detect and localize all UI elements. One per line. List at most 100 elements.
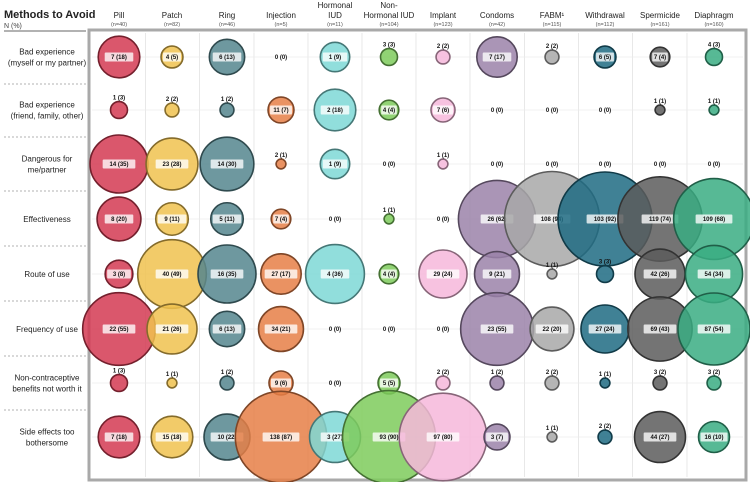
bubble-label: 9 (11) <box>164 217 179 223</box>
method-name-non-hormonal-iud: Non- <box>380 1 398 10</box>
bubble-label: 138 (87) <box>270 435 292 441</box>
bubble-label-bg <box>426 269 460 279</box>
bubbles-layer: 7 (18) 4 (5) 6 (13) 0 (0) 1 (9) 3 (3) 2 (2) 7 (… <box>81 35 750 482</box>
bubble-non-hormonal-iud-effectiveness <box>383 213 395 225</box>
bubble-label-bg <box>155 324 189 334</box>
bubble-label: 119 (74) <box>649 217 671 223</box>
bubble-injection-dangerous-for-me-partner <box>275 158 287 170</box>
bubble-label: 21 (26) <box>162 327 181 333</box>
bubble-label-bg <box>535 324 569 334</box>
bubble-label-bg <box>320 269 350 279</box>
bubble-label: 6 (13) <box>219 55 235 61</box>
bubble-label-bg <box>482 269 512 279</box>
bubble-label: 1 (2) <box>221 370 233 376</box>
bubble-label: 3 (3) <box>383 43 395 49</box>
bubble-label-bg <box>380 378 398 388</box>
bubble-label: 7 (18) <box>111 435 127 441</box>
bubble-label: 1 (1) <box>383 208 395 214</box>
bubble-label: 2 (2) <box>599 424 611 430</box>
bubble-label: 6 (13) <box>219 327 235 333</box>
bubble-fabm-non-contraceptive-benefits-not-worth-it <box>544 375 560 391</box>
bubble-label: 0 (0) <box>599 162 611 168</box>
bubble-label: 7 (6) <box>437 108 449 114</box>
bubble-label-bg <box>697 269 731 279</box>
method-column-headers: Pill (n=40) Patch (n=82) Ring (n=46) Injection… <box>111 1 734 28</box>
bubble-label-bg <box>486 432 508 442</box>
bubble-label-bg <box>322 52 348 62</box>
reason-label-bad-experience-myself-or-my-partner: Bad experience <box>19 48 75 57</box>
bubble-label: 2 (18) <box>327 108 343 114</box>
bubble-label-bg <box>372 432 406 442</box>
method-name-ring: Ring <box>219 11 235 20</box>
bubble-label-bg <box>482 52 512 62</box>
bubble-label-bg <box>270 378 292 388</box>
method-n-injection: (n=5) <box>275 22 288 28</box>
bubble-label: 2 (2) <box>546 44 558 50</box>
bubble-label: 2 (2) <box>546 370 558 376</box>
bubble-label: 4 (4) <box>383 108 395 114</box>
bubble-label-bg <box>104 432 134 442</box>
bubble-label: 5 (5) <box>383 381 395 387</box>
method-name-diaphragm: Diaphragm <box>694 11 733 20</box>
bubble-label-bg <box>155 269 189 279</box>
reason-label-non-contraceptive-benefits-not-worth-it: benefits not worth it <box>12 385 82 394</box>
bubble-label-bg <box>586 214 624 224</box>
bubble-label-bg <box>104 52 134 62</box>
bubble-label: 9 (21) <box>489 272 505 278</box>
method-n-implant: (n=123) <box>433 22 452 28</box>
bubble-label-bg <box>641 214 679 224</box>
method-name-spermicide: Spermicide <box>640 11 681 20</box>
bubble-label-bg <box>643 269 677 279</box>
method-name-fabm: FABM¹ <box>540 11 565 20</box>
bubble-label: 3 (27) <box>327 435 343 441</box>
bubble-ring-bad-experience-friend-family-other <box>219 102 235 118</box>
bubble-label: 6 (5) <box>599 55 611 61</box>
bubble-label: 10 (22) <box>217 435 236 441</box>
bubble-label: 27 (24) <box>595 327 614 333</box>
bubble-label: 1 (9) <box>329 162 341 168</box>
bubble-label: 2 (2) <box>437 44 449 50</box>
method-name-implant: Implant <box>430 11 457 20</box>
bubble-label-bg <box>264 324 298 334</box>
method-name-withdrawal: Withdrawal <box>585 11 625 20</box>
bubble-label-bg <box>212 324 242 334</box>
bubble-label: 1 (1) <box>546 426 558 432</box>
bubble-label: 16 (10) <box>704 435 723 441</box>
bubble-label: 3 (2) <box>708 370 720 376</box>
bubble-label-bg <box>157 214 187 224</box>
bubble-label: 97 (80) <box>433 435 452 441</box>
bubble-label: 14 (30) <box>217 162 236 168</box>
bubble-implant-dangerous-for-me-partner <box>437 158 449 170</box>
bubble-label-bg <box>426 432 460 442</box>
bubble-implant-bad-experience-myself-or-my-partner <box>435 49 451 65</box>
bubble-label: 0 (0) <box>275 55 287 61</box>
bubble-label: 0 (0) <box>491 108 503 114</box>
bubble-label-bg <box>262 432 300 442</box>
bubble-label-bg <box>643 324 677 334</box>
reason-label-non-contraceptive-benefits-not-worth-it: Non-contraceptive <box>15 374 80 383</box>
bubble-label-bg <box>212 52 242 62</box>
method-name-injection: Injection <box>266 11 296 20</box>
bubble-label: 0 (0) <box>437 327 449 333</box>
bubble-label-bg <box>596 52 614 62</box>
bubble-label-bg <box>107 269 131 279</box>
bubble-label: 4 (3) <box>708 43 720 49</box>
bubble-patch-bad-experience-friend-family-other <box>164 102 180 118</box>
bubble-spermicide-non-contraceptive-benefits-not-worth-it <box>652 375 668 391</box>
bubble-label-bg <box>155 432 189 442</box>
bubble-label: 22 (20) <box>542 327 561 333</box>
bubble-label-bg <box>322 159 348 169</box>
bubble-label: 1 (2) <box>491 370 503 376</box>
bubble-label: 1 (1) <box>708 99 720 105</box>
bubble-label: 0 (0) <box>599 108 611 114</box>
bubble-label: 3 (2) <box>654 370 666 376</box>
bubble-label-bg <box>163 52 181 62</box>
bubble-fabm-route-of-use <box>546 268 558 280</box>
bubble-implant-non-contraceptive-benefits-not-worth-it <box>435 375 451 391</box>
method-n-pill: (n=40) <box>111 22 127 28</box>
bubble-label: 29 (24) <box>433 272 452 278</box>
bubble-label: 40 (49) <box>162 272 181 278</box>
bubble-label: 103 (92) <box>594 217 616 223</box>
bubble-label-bg <box>102 159 136 169</box>
